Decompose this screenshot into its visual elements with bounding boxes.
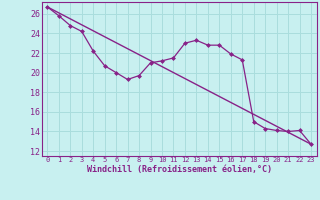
X-axis label: Windchill (Refroidissement éolien,°C): Windchill (Refroidissement éolien,°C) bbox=[87, 165, 272, 174]
